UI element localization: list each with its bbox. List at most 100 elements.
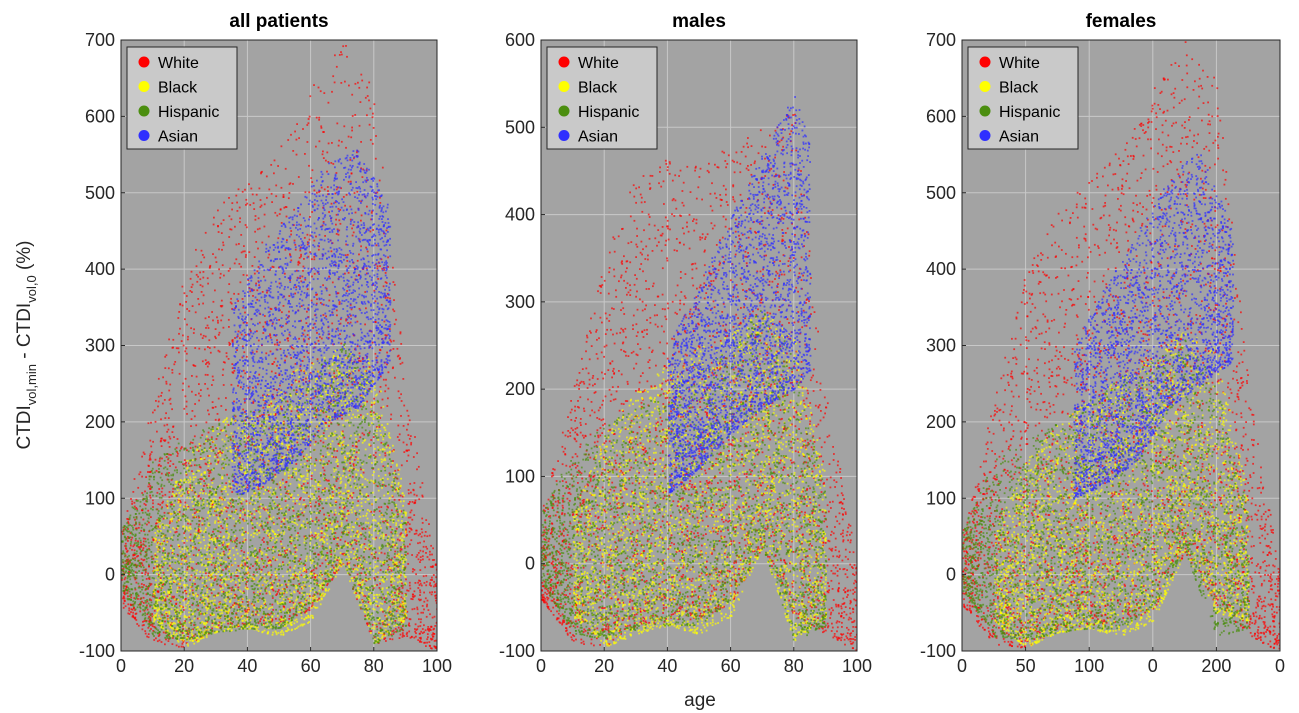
- point: [246, 556, 249, 558]
- point: [387, 434, 390, 437]
- point: [311, 493, 314, 495]
- point: [281, 405, 284, 408]
- point: [191, 589, 194, 592]
- point: [285, 481, 288, 483]
- point: [217, 622, 220, 624]
- point: [344, 80, 346, 83]
- point: [354, 480, 356, 482]
- point: [400, 400, 403, 402]
- point: [318, 502, 320, 505]
- point: [380, 518, 383, 520]
- point: [259, 415, 261, 417]
- point: [262, 528, 265, 531]
- point: [405, 633, 408, 635]
- point: [214, 406, 217, 408]
- point: [289, 253, 291, 255]
- point: [322, 539, 324, 542]
- point: [200, 389, 202, 391]
- point: [198, 446, 201, 449]
- point: [430, 584, 432, 587]
- point: [401, 632, 404, 634]
- point: [185, 405, 188, 408]
- point: [318, 116, 321, 119]
- point: [307, 338, 310, 340]
- point: [330, 202, 333, 205]
- point: [282, 518, 284, 521]
- point: [230, 218, 233, 221]
- point: [348, 512, 351, 514]
- point: [365, 267, 368, 270]
- point: [299, 558, 302, 560]
- point: [244, 438, 246, 441]
- point: [390, 594, 392, 596]
- point: [311, 169, 314, 172]
- point: [263, 461, 266, 464]
- point: [334, 350, 337, 352]
- point: [336, 437, 339, 440]
- point: [157, 548, 160, 551]
- point: [123, 578, 126, 581]
- point: [169, 402, 172, 405]
- point: [325, 422, 327, 424]
- point: [379, 478, 382, 481]
- point: [382, 378, 385, 381]
- point: [290, 384, 293, 386]
- point: [324, 235, 326, 237]
- point: [328, 514, 331, 517]
- point: [421, 605, 424, 607]
- point: [212, 300, 215, 303]
- point: [172, 605, 175, 607]
- point: [325, 523, 328, 525]
- point: [267, 459, 270, 462]
- point: [372, 436, 375, 438]
- point: [192, 546, 194, 548]
- point: [313, 258, 316, 261]
- point: [182, 609, 185, 611]
- point: [342, 389, 345, 392]
- point: [399, 357, 401, 359]
- point: [231, 367, 234, 369]
- point: [272, 449, 275, 452]
- point: [344, 419, 347, 422]
- point: [161, 523, 164, 526]
- point: [235, 612, 238, 615]
- point: [339, 209, 342, 211]
- point: [288, 444, 290, 446]
- point: [171, 431, 174, 433]
- point: [323, 92, 326, 94]
- point: [296, 368, 299, 371]
- point: [138, 473, 141, 476]
- point: [180, 480, 183, 482]
- point: [294, 564, 297, 567]
- point: [230, 228, 233, 231]
- point: [340, 480, 343, 483]
- point: [282, 561, 284, 564]
- point: [240, 563, 243, 566]
- point: [381, 398, 384, 401]
- point: [311, 587, 314, 590]
- point: [230, 576, 232, 579]
- point: [314, 440, 317, 443]
- point: [370, 439, 373, 441]
- point: [411, 554, 413, 556]
- point: [302, 333, 305, 336]
- point: [413, 514, 416, 516]
- point: [122, 585, 125, 588]
- point: [206, 632, 208, 634]
- point: [368, 81, 371, 84]
- point: [255, 441, 258, 444]
- point: [187, 519, 190, 522]
- point: [190, 527, 192, 530]
- point: [322, 303, 325, 306]
- point: [318, 375, 321, 378]
- point: [158, 597, 161, 600]
- point: [144, 632, 147, 635]
- point: [208, 578, 211, 581]
- point: [333, 81, 336, 84]
- point: [335, 456, 337, 459]
- point: [209, 614, 212, 616]
- point: [307, 388, 310, 391]
- point: [291, 476, 294, 478]
- point: [383, 320, 386, 323]
- point: [300, 496, 302, 499]
